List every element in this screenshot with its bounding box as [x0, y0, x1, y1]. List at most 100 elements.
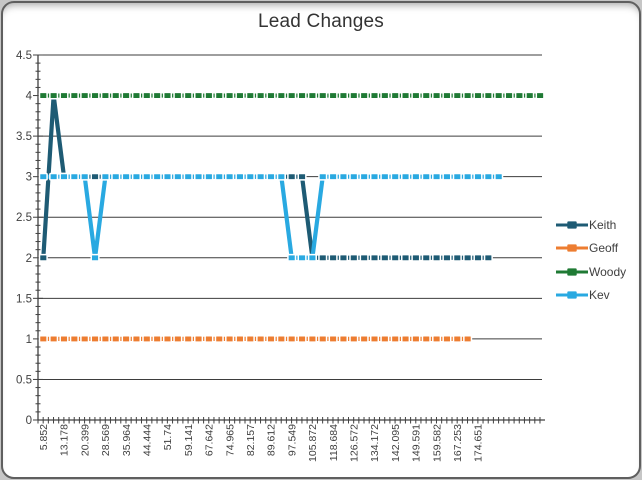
data-point-marker[interactable]	[380, 334, 390, 343]
data-point-marker[interactable]	[349, 334, 359, 343]
data-point-marker[interactable]	[349, 253, 359, 262]
data-point-marker[interactable]	[297, 91, 307, 100]
data-point-marker[interactable]	[421, 253, 431, 262]
data-point-marker[interactable]	[380, 253, 390, 262]
data-point-marker[interactable]	[432, 91, 442, 100]
data-point-marker[interactable]	[514, 91, 524, 100]
data-point-marker[interactable]	[297, 334, 307, 343]
data-point-marker[interactable]	[225, 334, 235, 343]
data-point-marker[interactable]	[525, 91, 535, 100]
data-point-marker[interactable]	[80, 172, 90, 181]
data-point-marker[interactable]	[432, 172, 442, 181]
data-point-marker[interactable]	[214, 334, 224, 343]
data-point-marker[interactable]	[204, 172, 214, 181]
data-point-marker[interactable]	[338, 172, 348, 181]
data-point-marker[interactable]	[452, 91, 462, 100]
data-point-marker[interactable]	[69, 172, 79, 181]
data-point-marker[interactable]	[369, 91, 380, 100]
data-point-marker[interactable]	[131, 334, 141, 343]
data-point-marker[interactable]	[59, 334, 69, 343]
data-point-marker[interactable]	[111, 334, 121, 343]
data-point-marker[interactable]	[266, 334, 276, 343]
data-point-marker[interactable]	[287, 253, 297, 262]
data-point-marker[interactable]	[225, 172, 235, 181]
data-point-marker[interactable]	[90, 172, 100, 181]
data-point-marker[interactable]	[359, 334, 369, 343]
data-point-marker[interactable]	[90, 334, 100, 343]
data-point-marker[interactable]	[173, 172, 183, 181]
data-point-marker[interactable]	[256, 91, 266, 100]
data-point-marker[interactable]	[100, 334, 110, 343]
data-point-marker[interactable]	[38, 172, 48, 181]
data-point-marker[interactable]	[214, 91, 224, 100]
data-point-marker[interactable]	[121, 91, 131, 100]
data-point-marker[interactable]	[318, 91, 328, 100]
data-point-marker[interactable]	[256, 334, 266, 343]
data-point-marker[interactable]	[318, 334, 328, 343]
data-point-marker[interactable]	[452, 334, 462, 343]
data-point-marker[interactable]	[473, 172, 483, 181]
data-point-marker[interactable]	[411, 253, 421, 262]
data-point-marker[interactable]	[194, 334, 204, 343]
data-point-marker[interactable]	[297, 172, 307, 181]
data-point-marker[interactable]	[307, 91, 317, 100]
data-point-marker[interactable]	[318, 253, 328, 262]
data-point-marker[interactable]	[328, 334, 338, 343]
data-point-marker[interactable]	[463, 253, 473, 262]
data-point-marker[interactable]	[214, 172, 224, 181]
data-point-marker[interactable]	[442, 91, 452, 100]
data-point-marker[interactable]	[256, 172, 266, 181]
data-point-marker[interactable]	[494, 172, 504, 181]
data-point-marker[interactable]	[411, 334, 421, 343]
legend-item-keith[interactable]: Keith	[556, 213, 626, 237]
data-point-marker[interactable]	[183, 91, 193, 100]
data-point-marker[interactable]	[535, 91, 545, 100]
data-point-marker[interactable]	[276, 334, 286, 343]
data-point-marker[interactable]	[401, 253, 411, 262]
data-point-marker[interactable]	[162, 172, 173, 181]
data-point-marker[interactable]	[266, 172, 276, 181]
series-geoff[interactable]	[38, 334, 473, 343]
data-point-marker[interactable]	[111, 172, 121, 181]
data-point-marker[interactable]	[432, 334, 442, 343]
data-point-marker[interactable]	[38, 334, 48, 343]
data-point-marker[interactable]	[421, 172, 431, 181]
data-point-marker[interactable]	[359, 91, 369, 100]
data-point-marker[interactable]	[194, 91, 204, 100]
data-point-marker[interactable]	[401, 172, 411, 181]
data-point-marker[interactable]	[442, 253, 452, 262]
data-point-marker[interactable]	[473, 253, 483, 262]
data-point-marker[interactable]	[328, 253, 338, 262]
data-point-marker[interactable]	[359, 172, 369, 181]
data-point-marker[interactable]	[276, 91, 286, 100]
data-point-marker[interactable]	[142, 334, 152, 343]
data-point-marker[interactable]	[204, 91, 214, 100]
data-point-marker[interactable]	[338, 91, 348, 100]
data-point-marker[interactable]	[69, 334, 79, 343]
data-point-marker[interactable]	[162, 334, 173, 343]
data-point-marker[interactable]	[266, 91, 276, 100]
data-point-marker[interactable]	[100, 91, 110, 100]
data-point-marker[interactable]	[162, 91, 173, 100]
data-point-marker[interactable]	[473, 91, 483, 100]
data-point-marker[interactable]	[411, 172, 421, 181]
data-point-marker[interactable]	[183, 334, 193, 343]
data-point-marker[interactable]	[142, 172, 152, 181]
data-point-marker[interactable]	[235, 91, 245, 100]
data-point-marker[interactable]	[235, 334, 245, 343]
data-point-marker[interactable]	[59, 172, 69, 181]
data-point-marker[interactable]	[401, 334, 411, 343]
data-point-marker[interactable]	[152, 172, 162, 181]
data-point-marker[interactable]	[80, 91, 90, 100]
data-point-marker[interactable]	[90, 253, 100, 262]
data-point-marker[interactable]	[297, 253, 307, 262]
data-point-marker[interactable]	[483, 172, 493, 181]
data-point-marker[interactable]	[359, 253, 369, 262]
legend-item-kev[interactable]: Kev	[556, 284, 626, 308]
data-point-marker[interactable]	[349, 172, 359, 181]
data-point-marker[interactable]	[318, 172, 328, 181]
data-point-marker[interactable]	[49, 91, 59, 100]
data-point-marker[interactable]	[307, 253, 317, 262]
data-point-marker[interactable]	[204, 334, 214, 343]
data-point-marker[interactable]	[142, 91, 152, 100]
